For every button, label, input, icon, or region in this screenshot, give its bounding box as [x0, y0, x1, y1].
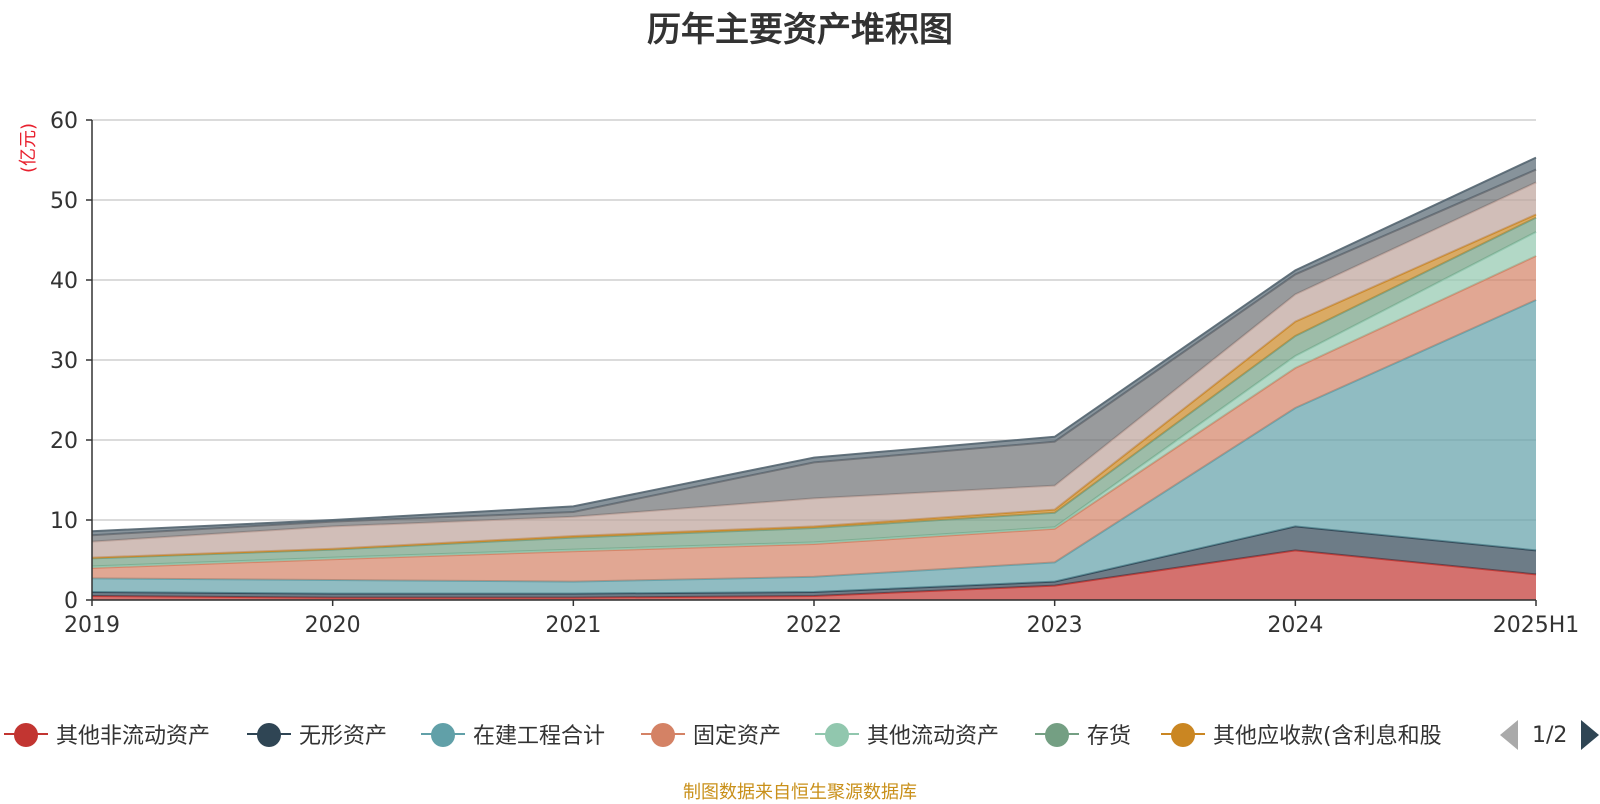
y-tick-label: 60 — [50, 109, 78, 134]
y-tick-label: 40 — [50, 269, 78, 294]
y-tick-label: 10 — [50, 509, 78, 534]
legend-label: 在建工程合计 — [473, 724, 606, 749]
y-tick-label: 30 — [50, 349, 78, 374]
y-tick-label: 50 — [50, 189, 78, 214]
x-tick-label: 2019 — [64, 613, 120, 638]
legend-item-construction-in-progress[interactable]: 在建工程合计 — [417, 717, 605, 751]
legend-prev-page-icon[interactable] — [1500, 720, 1518, 750]
legend-marker-icon — [1031, 717, 1083, 751]
legend-marker-icon — [811, 717, 863, 751]
legend-item-inventory[interactable]: 存货 — [1031, 717, 1131, 751]
area-series-8[interactable] — [92, 169, 1536, 542]
legend-item-intangible-assets[interactable]: 无形资产 — [243, 717, 387, 751]
legend-label: 其他应收款(含利息和股 — [1213, 724, 1442, 749]
area-series-9[interactable] — [92, 157, 1536, 536]
legend-item-other-noncurrent-assets[interactable]: 其他非流动资产 — [0, 717, 210, 751]
area-series-3[interactable] — [92, 256, 1536, 582]
area-series-4[interactable] — [92, 232, 1536, 568]
area-series-2[interactable] — [92, 300, 1536, 594]
legend-item-other-receivables[interactable]: 其他应收款(含利息和股 — [1157, 717, 1442, 751]
x-tick-label: 2020 — [305, 613, 361, 638]
y-tick-label: 20 — [50, 429, 78, 454]
x-tick-label: 2024 — [1267, 613, 1323, 638]
x-tick-label: 2022 — [786, 613, 842, 638]
legend-marker-icon — [0, 717, 52, 751]
legend-marker-icon — [243, 717, 295, 751]
legend-label: 无形资产 — [299, 724, 388, 749]
legend-label: 存货 — [1087, 724, 1132, 749]
data-source-note: 制图数据来自恒生聚源数据库 — [683, 782, 917, 803]
legend-label: 其他流动资产 — [867, 724, 1000, 749]
area-series-line-9 — [91, 156, 1537, 533]
chart-title: 历年主要资产堆积图 — [647, 10, 953, 50]
legend-next-page-icon[interactable] — [1581, 720, 1600, 750]
area-series-0[interactable] — [92, 550, 1536, 600]
legend-item-other-current-assets[interactable]: 其他流动资产 — [811, 717, 999, 751]
legend-pager: 1/2 — [1500, 718, 1600, 752]
legend: 其他非流动资产 无形资产 在建工程合计 固定资产 其他流动资产 存货 其他应收款… — [0, 717, 1600, 757]
legend-label: 其他非流动资产 — [56, 724, 211, 749]
legend-marker-icon — [637, 717, 689, 751]
legend-marker-icon — [417, 717, 469, 751]
y-tick-label: 0 — [64, 589, 78, 614]
x-tick-label: 2021 — [545, 613, 601, 638]
legend-item-fixed-assets[interactable]: 固定资产 — [637, 717, 781, 751]
x-tick-label: 2025H1 — [1493, 613, 1580, 638]
legend-label: 固定资产 — [693, 724, 782, 749]
legend-marker-icon — [1157, 717, 1209, 751]
x-tick-label: 2023 — [1027, 613, 1083, 638]
legend-page-indicator: 1/2 — [1532, 722, 1568, 748]
